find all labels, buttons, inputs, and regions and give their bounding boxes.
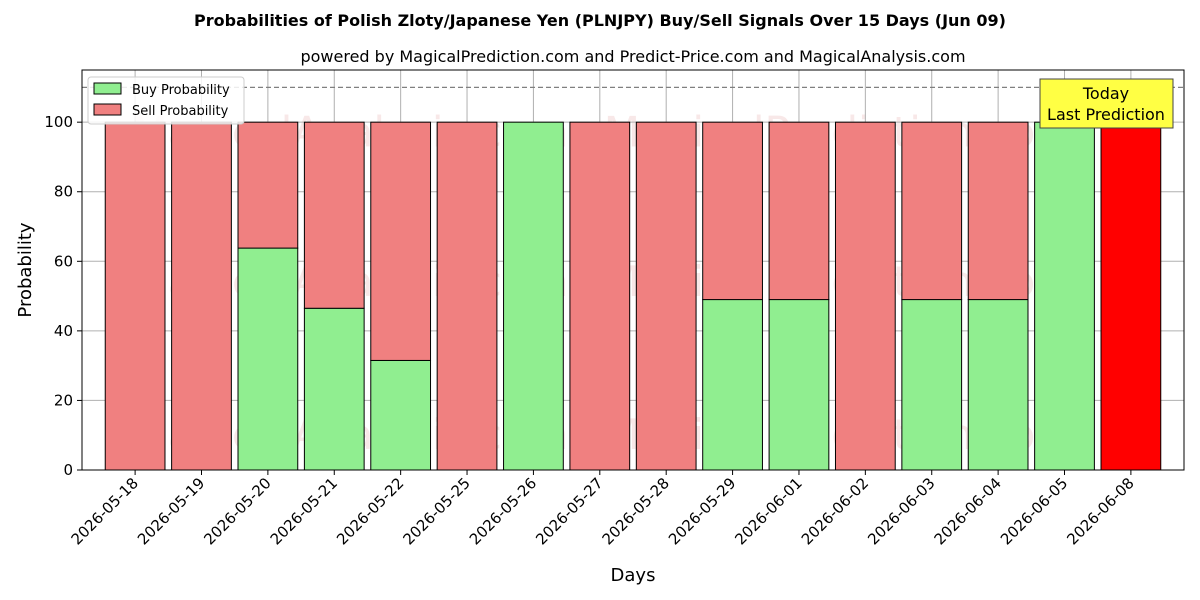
y-tick-label: 60 (54, 252, 73, 270)
legend-swatch-buy (93, 82, 122, 95)
plot-frame (81, 69, 1185, 471)
x-tick-label: 2026-06-03 (864, 474, 938, 548)
y-axis-ticks: 0 20 40 60 80 100 (44, 113, 82, 479)
y-tick-label: 80 (54, 183, 73, 201)
y-tick-label: 100 (44, 113, 73, 131)
bar-sell (702, 121, 763, 301)
bar-sell (768, 121, 830, 301)
bar-buy (237, 247, 299, 471)
bar-buy (967, 299, 1029, 471)
x-tick-label: 2026-05-26 (466, 474, 540, 548)
bar-sell (569, 121, 631, 471)
today-annotation: Today Last Prediction (1039, 78, 1174, 129)
bar-buy (370, 359, 432, 471)
legend-label-buy: Buy Probability (132, 83, 230, 98)
y-tick-label: 20 (54, 391, 73, 409)
y-tick-label: 0 (63, 461, 73, 479)
bar-buy (503, 121, 564, 471)
legend-label-sell: Sell Probability (132, 104, 229, 119)
legend: Buy Probability Sell Probability (87, 76, 245, 125)
bar-sell (436, 121, 498, 471)
x-tick-label: 2026-06-02 (798, 474, 872, 548)
bar-sell (303, 121, 365, 309)
chart-title: Probabilities of Polish Zloty/Japanese Y… (194, 11, 1006, 30)
bar-sell (1100, 121, 1162, 471)
x-tick-label: 2026-05-19 (134, 474, 208, 548)
legend-box (87, 76, 245, 125)
bar-sell (237, 121, 299, 249)
bar-buy (303, 307, 365, 471)
bar-sell (171, 121, 232, 471)
bar-sell (834, 121, 896, 471)
bar-sell (967, 121, 1029, 301)
today-annotation-line-1: Today (1082, 84, 1129, 103)
x-tick-label: 2026-06-04 (931, 474, 1005, 548)
today-annotation-box (1039, 78, 1174, 129)
bar-sell (370, 121, 432, 361)
y-axis-label: Probability (15, 222, 36, 317)
x-tick-label: 2026-05-27 (532, 474, 606, 548)
x-tick-label: 2026-06-05 (997, 474, 1071, 548)
x-tick-label: 2026-06-08 (1063, 474, 1137, 548)
bar-buy (702, 299, 763, 471)
bar-sell (901, 121, 963, 301)
legend-swatch-sell (93, 103, 122, 116)
x-tick-label: 2026-06-01 (731, 474, 805, 548)
bar-buy (768, 299, 830, 471)
bar-buy (901, 299, 963, 471)
x-tick-label: 2026-05-21 (267, 474, 341, 548)
x-tick-label: 2026-05-18 (68, 474, 142, 548)
today-annotation-line-2: Last Prediction (1047, 105, 1165, 124)
x-tick-label: 2026-05-25 (399, 474, 473, 548)
x-tick-label: 2026-05-22 (333, 474, 407, 548)
bar-layer (104, 121, 1162, 471)
x-axis-label: Days (611, 565, 656, 586)
bar-sell (104, 121, 166, 471)
chart-subtitle: powered by MagicalPrediction.com and Pre… (300, 47, 965, 66)
bar-buy (1034, 121, 1095, 471)
x-tick-label: 2026-05-28 (599, 474, 673, 548)
x-tick-label: 2026-05-29 (665, 474, 739, 548)
x-tick-label: 2026-05-20 (200, 474, 274, 548)
y-tick-label: 40 (54, 322, 73, 340)
bar-sell (635, 121, 697, 471)
x-axis-ticks: 2026-05-182026-05-192026-05-202026-05-21… (68, 470, 1138, 548)
